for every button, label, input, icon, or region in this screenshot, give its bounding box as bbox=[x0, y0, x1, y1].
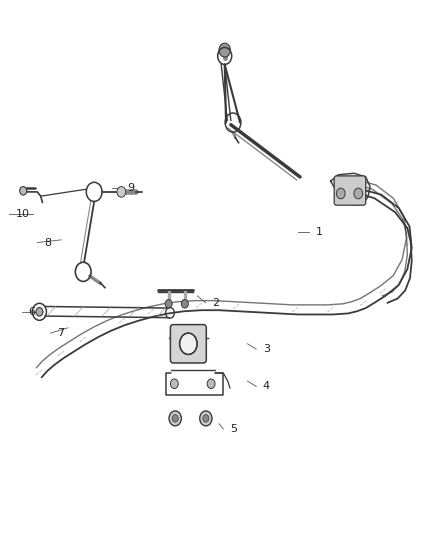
Circle shape bbox=[20, 187, 27, 195]
Text: 4: 4 bbox=[263, 382, 270, 391]
Circle shape bbox=[169, 411, 181, 426]
Circle shape bbox=[219, 43, 230, 57]
Circle shape bbox=[336, 188, 345, 199]
Circle shape bbox=[180, 333, 197, 354]
Circle shape bbox=[181, 300, 188, 308]
Circle shape bbox=[117, 187, 126, 197]
Text: 10: 10 bbox=[15, 209, 29, 219]
Circle shape bbox=[207, 379, 215, 389]
Text: 9: 9 bbox=[127, 183, 134, 192]
Text: 8: 8 bbox=[44, 238, 51, 247]
Text: 6: 6 bbox=[28, 307, 35, 317]
Polygon shape bbox=[331, 173, 370, 205]
Text: 3: 3 bbox=[263, 344, 270, 354]
Circle shape bbox=[172, 415, 178, 422]
Circle shape bbox=[200, 411, 212, 426]
Text: 2: 2 bbox=[212, 298, 219, 308]
Circle shape bbox=[170, 379, 178, 389]
Circle shape bbox=[165, 300, 172, 308]
Text: 5: 5 bbox=[230, 424, 237, 434]
FancyBboxPatch shape bbox=[334, 176, 366, 205]
Circle shape bbox=[36, 308, 43, 316]
Text: 7: 7 bbox=[57, 328, 64, 338]
Text: 1: 1 bbox=[315, 227, 322, 237]
Circle shape bbox=[203, 415, 209, 422]
FancyBboxPatch shape bbox=[170, 325, 206, 363]
Circle shape bbox=[354, 188, 363, 199]
